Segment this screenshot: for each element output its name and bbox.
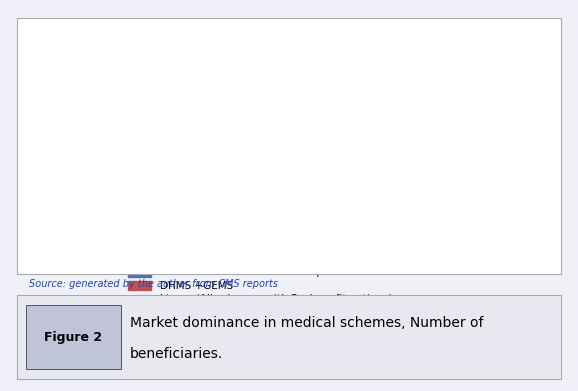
Y-axis label: % of all beneficiaries: % of all beneficiaries	[25, 63, 35, 179]
Legend: All schemes with 5+ benefit options, DHMS +GEMS, Linear (All schemes with 5+ ben: All schemes with 5+ benefit options, DHM…	[128, 267, 392, 304]
Bar	[106, 67, 158, 219]
Text: Source: generated by the author from CMS reports: Source: generated by the author from CMS…	[29, 280, 278, 289]
Bar	[383, 44, 435, 219]
Text: 51%: 51%	[447, 89, 474, 99]
Bar	[435, 102, 487, 219]
Text: Figure 2: Figure 2	[45, 330, 102, 344]
Text: 40%: 40%	[171, 114, 197, 124]
Bar	[158, 127, 210, 219]
X-axis label: Year: Year	[303, 244, 327, 255]
Text: Market dominance in medical schemes, Number of: Market dominance in medical schemes, Num…	[130, 316, 484, 330]
Text: beneficiaries.: beneficiaries.	[130, 347, 223, 361]
Text: 66%: 66%	[119, 54, 146, 65]
Text: 76%: 76%	[396, 31, 423, 41]
